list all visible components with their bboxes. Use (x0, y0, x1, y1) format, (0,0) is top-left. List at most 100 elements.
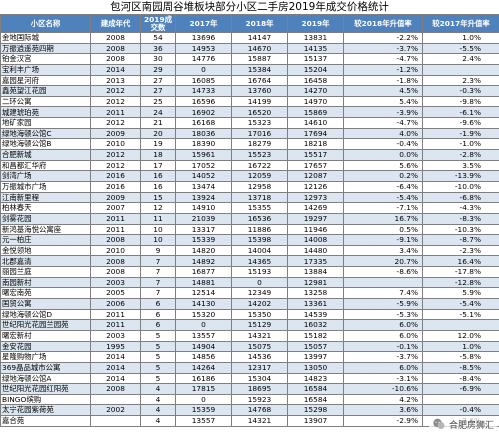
cell-deals: 16 (140, 180, 176, 193)
cell-price-2017: 17052 (175, 159, 232, 172)
cell-price-2018: 13718 (231, 191, 288, 204)
cell-price-2017: 14733 (175, 85, 232, 97)
cell-price-2019: 19297 (287, 212, 344, 225)
cell-change-vs-2018: -5.4% (343, 191, 423, 204)
cell-name: 嘉园星河府 (0, 74, 91, 87)
cell-built-year: 2009 (90, 191, 141, 204)
cell-price-2019: 13050 (287, 361, 344, 374)
cell-name: 金安花园 (0, 340, 91, 353)
cell-built-year: 2011 (90, 308, 141, 321)
table-row: BINGO缤购 4 0 15923 16584 4.2% (0, 393, 499, 406)
cell-change-vs-2017: -5.4% (422, 298, 499, 310)
table-row: 绿地海顿公馆C 2009 20 18036 17016 17694 4.0% -1.9% (0, 127, 499, 140)
cell-price-2018: 16520 (231, 106, 288, 119)
cell-built-year: 2008 (90, 383, 141, 395)
cell-built-year: 2009 (90, 127, 141, 140)
cell-change-vs-2018: 7.4% (343, 287, 423, 299)
cell-change-vs-2017: -13.9% (422, 170, 499, 182)
cell-deals: 7 (140, 287, 176, 299)
cell-change-vs-2018: 0.5% (343, 223, 423, 236)
cell-price-2017: 12514 (175, 287, 232, 299)
cell-name: 和昌都汇华府 (0, 159, 91, 172)
cell-change-vs-2018: -5.3% (343, 308, 423, 321)
cell-built-year: 2002 (90, 404, 141, 417)
cell-deals: 54 (140, 32, 176, 44)
cell-deals: 12 (140, 202, 176, 214)
cell-price-2018: 15304 (231, 372, 288, 385)
cell-deals: 17 (140, 159, 176, 172)
cell-change-vs-2017: -0.4% (422, 404, 499, 417)
cell-name: 鑫苑望江花园 (0, 85, 91, 97)
cell-deals: 6 (140, 319, 176, 331)
cell-built-year: 2013 (90, 74, 141, 87)
cell-name: 绿地海顿公馆D (0, 308, 91, 321)
cell-deals: 18 (140, 149, 176, 161)
cell-change-vs-2018: -6.4% (343, 180, 423, 193)
cell-price-2018: 14670 (231, 42, 288, 55)
cell-change-vs-2017: -12.8% (422, 276, 499, 289)
table-row: 太宁花园紫荷苑 2002 4 15359 14768 15298 3.6% -0.4% (0, 404, 499, 417)
table-row: 万振城市广场 2016 16 13474 12958 12126 -6.4% -10.0% (0, 180, 499, 193)
cell-built-year: 2006 (90, 298, 141, 310)
cell-price-2017: 14910 (175, 202, 232, 214)
cell-change-vs-2017: -6.1% (422, 106, 499, 119)
cell-price-2017: 14953 (175, 42, 232, 55)
cell-built-year: 2008 (90, 42, 141, 55)
cell-name: 世纪阳光花园兰园苑 (0, 319, 91, 331)
header-row: 小区名称 建成年代 2019成交数 2017年 2018年 2019年 较201… (0, 14, 499, 33)
cell-name: 合肥新城 (0, 149, 91, 161)
cell-name: 南园新村 (0, 276, 91, 289)
cell-change-vs-2018: 6.0% (343, 319, 423, 331)
price-table: 小区名称 建成年代 2019成交数 2017年 2018年 2019年 较201… (0, 14, 499, 427)
cell-built-year: 2011 (90, 106, 141, 119)
cell-deals: 5 (140, 340, 176, 353)
cell-name: 国贸公寓 (0, 298, 91, 310)
cell-price-2017: 16902 (175, 106, 232, 119)
cell-price-2018: 12958 (231, 180, 288, 193)
cell-deals: 24 (140, 106, 176, 119)
cell-built-year: 2008 (90, 32, 141, 44)
cell-price-2017: 16877 (175, 266, 232, 278)
cell-name: BINGO缤购 (0, 393, 91, 406)
cell-deals: 7 (140, 276, 176, 289)
cell-built-year: 2014 (90, 63, 141, 76)
cell-built-year: 2010 (90, 138, 141, 151)
cell-built-year: 2012 (90, 85, 141, 97)
cell-price-2017: 0 (175, 319, 232, 331)
cell-built-year: 2008 (90, 255, 141, 268)
table-row: 万振逍遥苑四期 2008 36 14953 14670 14135 -3.7% -5.5% (0, 42, 499, 55)
cell-price-2018: 12349 (231, 287, 288, 299)
cell-name: 曙宏南苑 (0, 287, 91, 299)
cell-price-2019: 13997 (287, 351, 344, 363)
cell-built-year: 2008 (90, 53, 141, 65)
cell-change-vs-2018: -8.6% (343, 266, 423, 278)
table-row: 世纪阳光花园兰园苑 2011 6 0 15129 16032 6.0% (0, 319, 499, 331)
cell-name: 宝利丰广场 (0, 63, 91, 76)
table-row: 金悦领地 2010 9 14820 14004 14480 3.4% -2.3% (0, 244, 499, 257)
cell-change-vs-2017: -9.6% (422, 117, 499, 129)
cell-change-vs-2018: -1.2% (343, 63, 423, 76)
cell-change-vs-2018: -3.9% (343, 106, 423, 119)
cell-change-vs-2018: -3.7% (343, 351, 423, 363)
cell-built-year: 2011 (90, 212, 141, 225)
cell-price-2017: 16596 (175, 95, 232, 108)
cell-price-2019: 12981 (287, 276, 344, 289)
cell-price-2018: 15923 (231, 393, 288, 406)
cell-price-2019: 15137 (287, 53, 344, 65)
cell-price-2018: 14365 (231, 255, 288, 268)
cell-price-2017: 18036 (175, 127, 232, 140)
cell-change-vs-2017: -10.0% (422, 180, 499, 193)
cell-change-vs-2017: 12.0% (422, 329, 499, 342)
table-row: 嘉园星河府 2013 27 16085 16764 16458 -1.8% 2.3% (0, 74, 499, 87)
cell-name: 369晶品城市公寓 (0, 361, 91, 374)
cell-built-year: 2003 (90, 276, 141, 289)
cell-deals: 7 (140, 266, 176, 278)
table-row: 城建琥珀苑 2011 24 16902 16520 15869 -3.9% -6.1% (0, 106, 499, 119)
cell-deals: 9 (140, 244, 176, 257)
cell-change-vs-2017: 2.3% (422, 74, 499, 87)
cell-change-vs-2017: -2.8% (422, 149, 499, 161)
cell-price-2019: 17335 (287, 255, 344, 268)
cell-price-2018: 14768 (231, 404, 288, 417)
